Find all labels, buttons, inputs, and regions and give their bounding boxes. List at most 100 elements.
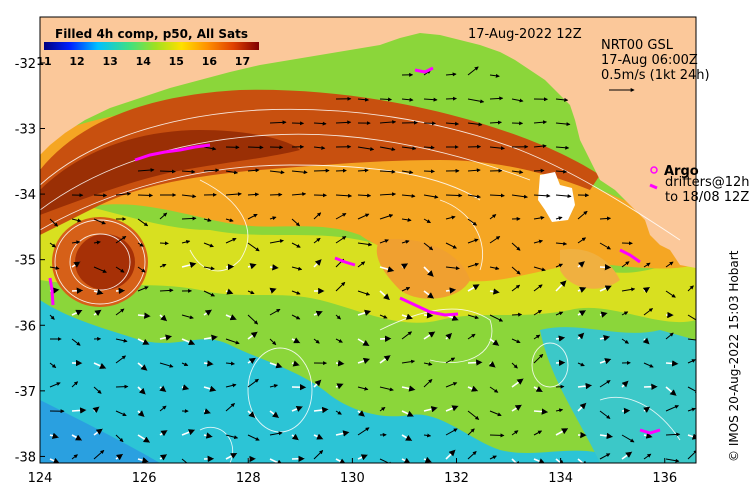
current-vector-arrow — [181, 239, 191, 244]
current-vector-arrow — [115, 308, 125, 316]
current-vector-arrow — [445, 121, 460, 126]
current-vector-arrow — [533, 430, 543, 436]
current-vector-arrow — [665, 458, 680, 463]
current-vector-arrow — [379, 314, 388, 319]
current-vector-arrow — [555, 241, 568, 246]
current-vector-arrow — [621, 261, 630, 268]
warm-core-band — [40, 130, 300, 215]
current-vector-arrow — [621, 311, 629, 316]
current-vector-arrow — [115, 338, 128, 343]
current-vector-arrow — [379, 386, 394, 392]
current-vector-arrow — [489, 266, 500, 271]
current-vector-arrow — [137, 242, 144, 247]
colorbar-tick-label: 12 — [69, 55, 84, 68]
current-vector-arrow — [489, 73, 500, 78]
current-vector-arrow — [93, 240, 101, 245]
current-vector-arrow — [203, 266, 215, 271]
current-vector-arrow — [445, 382, 458, 388]
current-vector-arrow — [159, 212, 168, 220]
current-vector-arrow — [203, 242, 214, 248]
plot-frame — [39, 16, 697, 464]
current-vector-arrow — [247, 314, 259, 325]
current-vector-arrow — [291, 337, 301, 344]
current-vector-arrow — [181, 314, 194, 320]
current-vector-arrow — [93, 309, 102, 317]
current-vector-arrow — [467, 314, 479, 320]
current-vector-arrow — [71, 240, 81, 245]
current-vector-arrow — [357, 454, 368, 461]
current-vector-arrow — [269, 120, 287, 125]
current-vector-arrow — [555, 97, 569, 102]
current-vector-arrow — [313, 121, 327, 126]
current-vector-arrow — [467, 218, 478, 226]
current-vector-arrow — [225, 192, 242, 197]
current-vector-arrow — [291, 266, 303, 271]
current-vector-arrow — [489, 96, 504, 101]
drifter-tracks — [48, 66, 661, 435]
current-vector-arrow — [357, 146, 375, 151]
colorbar-ticks: 11 12 13 14 15 16 17 — [36, 55, 250, 68]
current-vector-arrow — [181, 338, 196, 346]
current-vector-arrow — [159, 454, 168, 461]
current-vector-arrow — [379, 146, 396, 152]
current-vector-arrow — [115, 410, 127, 417]
current-vector-arrow — [488, 361, 496, 368]
current-vector-arrow — [379, 458, 393, 463]
current-vector-arrow — [71, 287, 84, 294]
current-vector-arrow — [489, 146, 505, 151]
current-vector-arrow — [621, 451, 633, 460]
current-vector-arrow — [555, 384, 565, 389]
current-vector-arrow — [115, 384, 129, 389]
current-vector-arrow — [181, 384, 190, 391]
current-vector-arrow — [159, 288, 174, 293]
current-vector-arrow — [467, 262, 480, 268]
current-vector-arrow — [159, 385, 167, 392]
current-vector-arrow — [445, 96, 457, 101]
current-vector-arrow — [357, 386, 369, 391]
current-vector-arrow — [203, 290, 216, 297]
current-vector-arrow — [687, 337, 696, 342]
current-vector-arrow — [467, 238, 479, 244]
current-vector-arrow — [533, 386, 543, 393]
current-vector-arrow — [599, 216, 612, 221]
cold-water-patch — [540, 327, 696, 463]
current-vector-arrow — [511, 312, 523, 317]
current-vector-arrow — [555, 408, 564, 413]
current-vector-arrow — [599, 380, 611, 388]
current-vector-arrow — [467, 66, 479, 76]
current-vector-arrow — [159, 241, 169, 246]
current-vector-arrow — [511, 404, 522, 412]
current-vector-arrow — [511, 378, 524, 388]
current-vector-arrow — [599, 453, 611, 460]
credit-text: © IMOS 20-Aug-2022 15:03 Hobart — [727, 250, 741, 462]
current-vector-arrow — [357, 168, 369, 173]
current-vector-arrow — [269, 192, 283, 197]
current-vector-arrow — [357, 193, 372, 198]
current-vector-arrow — [335, 314, 341, 320]
current-vector-arrow — [335, 410, 342, 415]
current-vector-arrow — [247, 145, 264, 150]
drifters-label: drifters@12h — [665, 175, 750, 190]
current-vector-arrow — [291, 192, 307, 197]
current-vector-arrow — [335, 430, 350, 437]
current-vector-arrow — [137, 457, 149, 463]
current-info-source: NRT00 GSL — [601, 38, 674, 53]
current-vector-arrow — [247, 331, 258, 340]
current-vector-arrow — [467, 451, 477, 460]
current-vector-arrow — [665, 432, 681, 437]
current-vector-arrow — [379, 97, 393, 102]
current-vector-arrow — [511, 430, 519, 436]
leeuwin-current — [40, 89, 600, 235]
current-vector-arrow — [577, 310, 587, 317]
current-vector-arrow — [247, 357, 256, 365]
current-vector-arrow — [203, 385, 217, 392]
current-vector-arrow — [599, 264, 612, 271]
current-vector-arrow — [467, 168, 481, 173]
current-vector-arrow — [225, 218, 234, 223]
current-vector-arrow — [445, 449, 456, 460]
current-vector-arrow — [489, 410, 502, 417]
current-vector-arrow — [489, 288, 500, 295]
current-vector-arrow — [577, 287, 587, 293]
current-vector-arrow — [269, 362, 283, 369]
current-vector-arrow — [269, 239, 284, 244]
